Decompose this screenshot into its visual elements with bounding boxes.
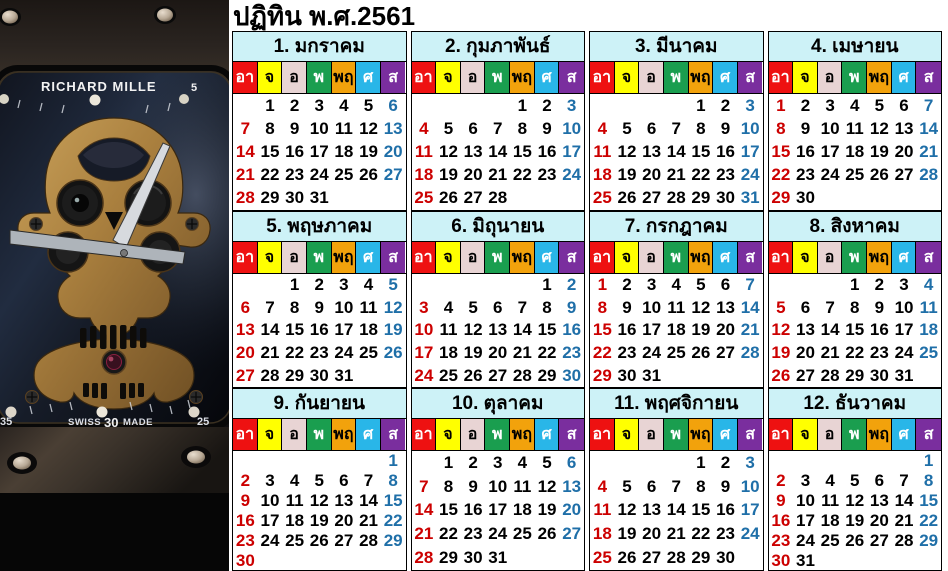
svg-text:25: 25 <box>197 416 209 428</box>
svg-text:5: 5 <box>191 82 197 94</box>
svg-text:MADE: MADE <box>123 417 153 428</box>
svg-text:35: 35 <box>0 416 12 428</box>
svg-text:SWISS: SWISS <box>68 417 101 428</box>
svg-text:RICHARD MILLE: RICHARD MILLE <box>41 79 157 94</box>
